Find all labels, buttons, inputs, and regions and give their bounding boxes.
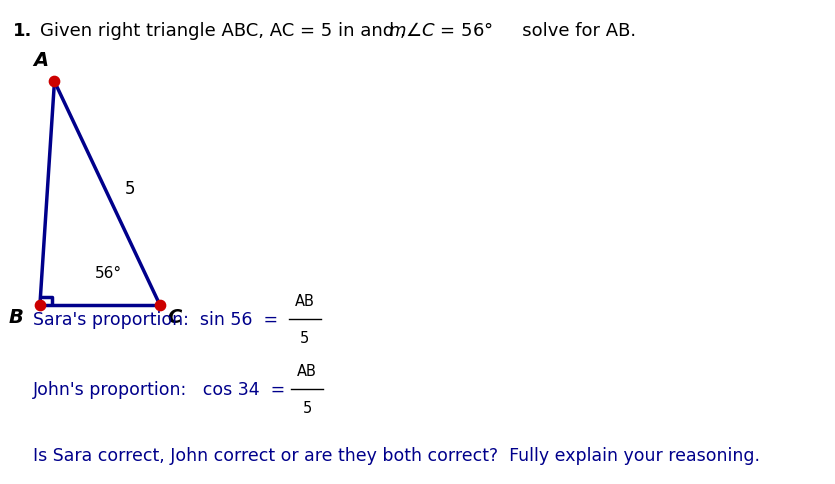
Text: Sara's proportion:  sin 56  =: Sara's proportion: sin 56 = [33, 310, 278, 329]
Text: A: A [33, 51, 48, 70]
Text: solve for AB.: solve for AB. [504, 22, 635, 40]
Point [33, 301, 47, 309]
Text: B: B [9, 307, 24, 326]
Text: 1.: 1. [13, 22, 33, 40]
Text: 5: 5 [302, 401, 311, 415]
Text: C: C [167, 307, 181, 326]
Text: 5: 5 [125, 180, 136, 198]
Text: AB: AB [297, 364, 317, 378]
Text: Given right triangle ABC, AC = 5 in and ,: Given right triangle ABC, AC = 5 in and … [40, 22, 406, 40]
Text: $m\angle C$ = 56°: $m\angle C$ = 56° [388, 22, 493, 40]
Text: 5: 5 [301, 331, 310, 345]
Text: 56°: 56° [94, 266, 122, 281]
Point [48, 78, 61, 86]
Text: Is Sara correct, John correct or are they both correct?  Fully explain your reas: Is Sara correct, John correct or are the… [33, 446, 760, 464]
Point [153, 301, 166, 309]
Text: John's proportion:   cos 34  =: John's proportion: cos 34 = [33, 380, 286, 399]
Text: AB: AB [295, 294, 315, 308]
